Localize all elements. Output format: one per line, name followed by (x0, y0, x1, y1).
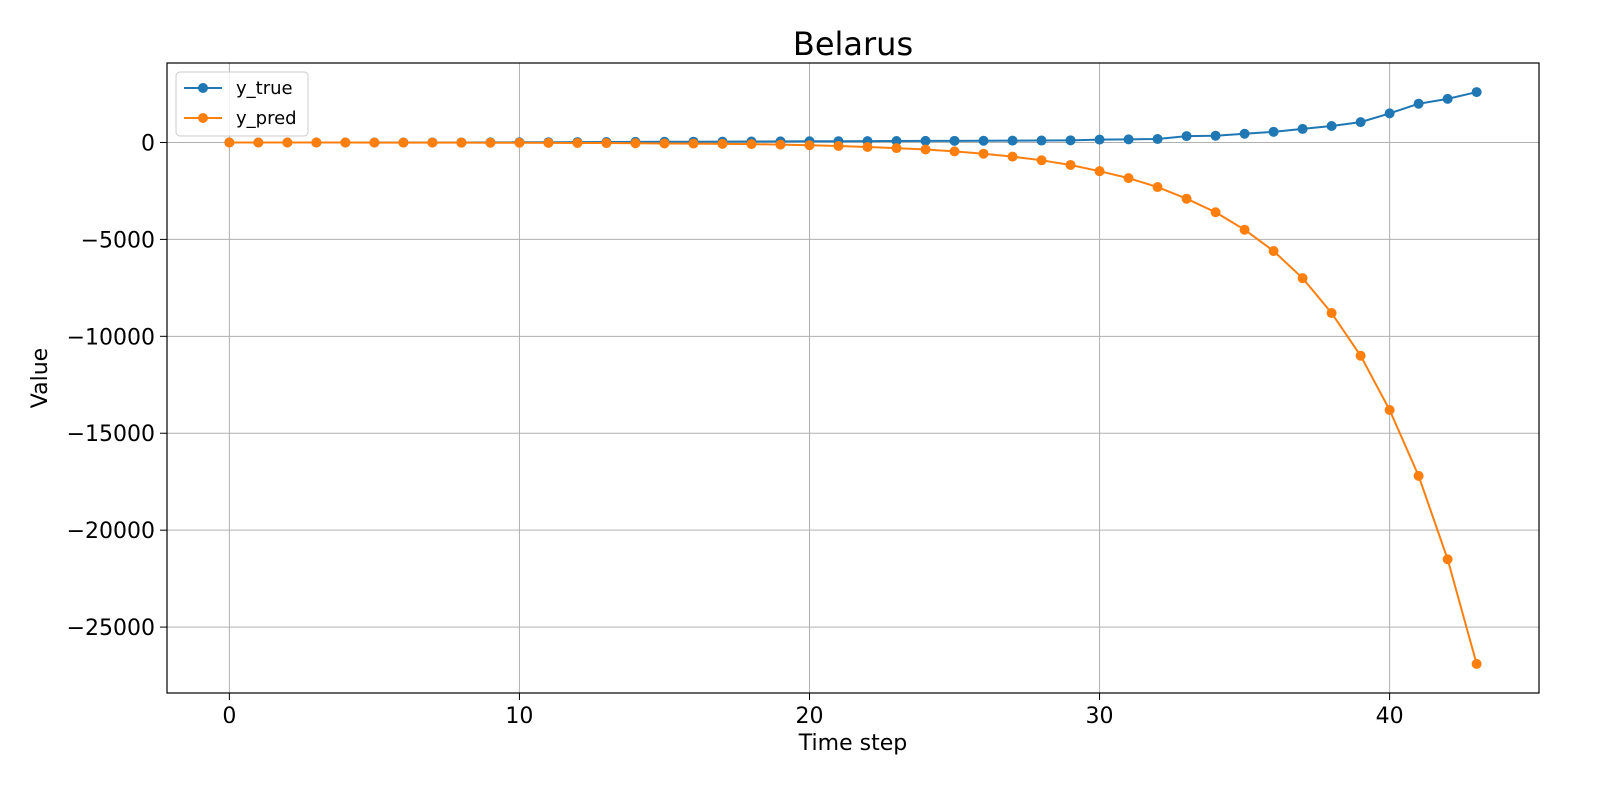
x-tick-label: 10 (505, 704, 533, 729)
data-point-y_pred (862, 141, 873, 152)
y-tick-label: −25000 (67, 616, 155, 641)
y-tick-label: −20000 (67, 519, 155, 544)
data-point-y_pred (369, 137, 380, 148)
plot-frame (166, 62, 1540, 694)
data-point-y_pred (1065, 159, 1076, 170)
data-point-y_true (1471, 87, 1482, 98)
data-point-y_pred (456, 137, 467, 148)
chart-title: Belarus (793, 25, 913, 63)
data-point-y_pred (1152, 182, 1163, 193)
data-point-y_pred (1007, 151, 1018, 162)
series-y_pred (224, 137, 1482, 669)
data-point-y_pred (833, 140, 844, 151)
data-point-y_true (949, 135, 960, 146)
legend-marker-y_true (198, 83, 208, 93)
data-point-y_pred (1442, 554, 1453, 565)
data-point-y_pred (1123, 173, 1134, 184)
data-point-y_pred (1413, 470, 1424, 481)
data-point-y_pred (978, 148, 989, 159)
y-tick-label: −15000 (67, 422, 155, 447)
data-point-y_pred (398, 137, 409, 148)
data-point-y_true (920, 135, 931, 146)
data-point-y_pred (1384, 404, 1395, 415)
data-point-y_pred (659, 138, 670, 149)
data-point-y_pred (311, 137, 322, 148)
data-point-y_true (1268, 126, 1279, 137)
y-axis-title: Value (28, 348, 53, 408)
data-point-y_pred (514, 137, 525, 148)
data-point-y_pred (1239, 224, 1250, 235)
legend-marker-y_pred (198, 113, 208, 123)
data-point-y_pred (746, 139, 757, 150)
data-point-y_pred (427, 137, 438, 148)
grid (167, 63, 1539, 693)
data-point-y_pred (1471, 658, 1482, 669)
data-point-y_true (1036, 135, 1047, 146)
data-point-y_true (1152, 133, 1163, 144)
data-point-y_pred (1297, 273, 1308, 284)
x-axis-title: Time step (798, 731, 907, 756)
data-point-y_pred (688, 138, 699, 149)
data-point-y_pred (1036, 155, 1047, 166)
data-point-y_pred (1181, 193, 1192, 204)
data-point-y_pred (601, 138, 612, 149)
x-tick-label: 30 (1086, 704, 1114, 729)
data-point-y_true (1297, 123, 1308, 134)
data-point-y_pred (1268, 246, 1279, 257)
data-point-y_true (1239, 128, 1250, 139)
data-point-y_true (978, 135, 989, 146)
data-point-y_true (1094, 134, 1105, 145)
data-point-y_true (1210, 130, 1221, 141)
data-point-y_pred (920, 144, 931, 155)
data-point-y_true (1326, 121, 1337, 131)
data-point-y_pred (949, 146, 960, 157)
data-point-y_pred (630, 138, 641, 149)
data-point-y_true (1007, 135, 1018, 146)
legend-label-y_pred: y_pred (236, 108, 297, 129)
data-point-y_true (1384, 108, 1395, 119)
data-point-y_pred (282, 137, 293, 148)
y-tick-label: −5000 (81, 228, 155, 253)
data-point-y_pred (717, 138, 728, 149)
x-tick-label: 40 (1376, 704, 1404, 729)
data-point-y_pred (543, 137, 554, 148)
data-point-y_pred (891, 143, 902, 154)
data-point-y_true (891, 136, 902, 147)
series-layer (224, 87, 1482, 669)
data-point-y_true (1355, 117, 1366, 128)
data-point-y_pred (1094, 166, 1105, 177)
data-point-y_pred (340, 137, 351, 148)
legend-label-y_true: y_true (236, 78, 293, 99)
data-point-y_pred (804, 140, 815, 151)
legend: y_true y_pred (175, 71, 309, 137)
data-point-y_pred (485, 137, 496, 148)
data-point-y_pred (1326, 308, 1337, 319)
data-point-y_true (1442, 93, 1453, 104)
data-point-y_pred (775, 139, 786, 150)
data-point-y_true (1123, 134, 1134, 145)
x-tick-label: 20 (795, 704, 823, 729)
x-tick-label: 0 (222, 704, 236, 729)
data-point-y_pred (224, 137, 235, 148)
data-point-y_true (1181, 131, 1192, 142)
y-axis-ticks: 0 −5000 −10000 −15000 −20000 −25000 (67, 131, 167, 641)
data-point-y_pred (572, 137, 583, 148)
data-point-y_true (1065, 135, 1076, 146)
y-tick-label: 0 (141, 131, 155, 156)
y-tick-label: −10000 (67, 325, 155, 350)
data-point-y_pred (1355, 350, 1366, 361)
data-point-y_true (1413, 98, 1424, 109)
data-point-y_pred (253, 137, 264, 148)
data-point-y_pred (1210, 207, 1221, 218)
x-axis-ticks: 0 10 20 30 40 (222, 693, 1404, 729)
